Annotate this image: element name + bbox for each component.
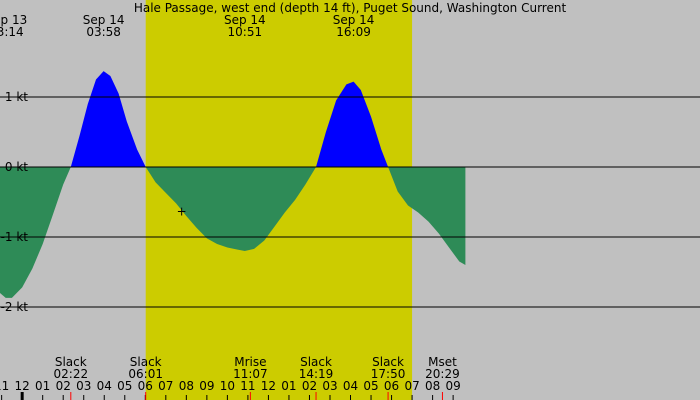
hour-tick-label: 09	[445, 379, 460, 393]
cursor-marker: +	[177, 204, 187, 218]
hour-tick-label: 04	[343, 379, 358, 393]
peak-date-label: Sep 13	[0, 13, 27, 27]
y-tick-label: -2 kt	[1, 300, 29, 314]
hour-tick-label: 01	[35, 379, 50, 393]
hour-tick-label: 06	[384, 379, 399, 393]
hour-tick-label: 01	[281, 379, 296, 393]
hour-tick-label: 12	[261, 379, 276, 393]
hour-tick-label: 08	[425, 379, 440, 393]
y-tick-label: 0 kt	[5, 160, 28, 174]
hour-tick-label: 03	[322, 379, 337, 393]
hour-tick-label: 10	[220, 379, 235, 393]
event-time-label: 14:19	[299, 367, 334, 381]
y-tick-label: 1 kt	[5, 90, 28, 104]
ebb-current-area	[0, 167, 71, 298]
flood-current-area	[70, 71, 146, 167]
event-name-label: Mrise	[234, 355, 266, 369]
peak-time-label: 23:14	[0, 25, 24, 39]
peak-date-label: Sep 14	[83, 13, 125, 27]
peak-date-label: Sep 14	[224, 13, 266, 27]
hour-tick-label: 11	[240, 379, 255, 393]
event-name-label: Slack	[130, 355, 162, 369]
y-tick-label: -1 kt	[1, 230, 29, 244]
ebb-current-area	[145, 167, 316, 251]
event-name-label: Mset	[428, 355, 457, 369]
peak-time-label: 03:58	[86, 25, 121, 39]
peak-time-label: 16:09	[336, 25, 371, 39]
hour-tick-label: 02	[302, 379, 317, 393]
peak-date-label: Sep 14	[333, 13, 375, 27]
peak-time-label: 10:51	[228, 25, 263, 39]
flood-current-area	[316, 81, 389, 167]
event-name-label: Slack	[372, 355, 404, 369]
hour-tick-label: 07	[404, 379, 419, 393]
hour-tick-label: 02	[56, 379, 71, 393]
chart-title: Hale Passage, west end (depth 14 ft), Pu…	[134, 1, 567, 15]
hour-tick-label: 08	[179, 379, 194, 393]
hour-tick-label: 09	[199, 379, 214, 393]
hour-tick-label: 05	[117, 379, 132, 393]
ebb-current-area	[388, 167, 466, 265]
hour-tick-label: 05	[363, 379, 378, 393]
hour-tick-label: 04	[97, 379, 112, 393]
hour-tick-label: 07	[158, 379, 173, 393]
hour-tick-label: 06	[138, 379, 153, 393]
hour-tick-label: 03	[76, 379, 91, 393]
event-time-label: 11:07	[233, 367, 268, 381]
event-time-label: 06:01	[128, 367, 163, 381]
hour-tick-label: 11	[0, 379, 9, 393]
event-name-label: Slack	[300, 355, 332, 369]
event-name-label: Slack	[55, 355, 87, 369]
hour-tick-label: 12	[15, 379, 30, 393]
event-time-label: 02:22	[54, 367, 89, 381]
event-time-label: 17:50	[371, 367, 406, 381]
event-time-label: 20:29	[425, 367, 460, 381]
